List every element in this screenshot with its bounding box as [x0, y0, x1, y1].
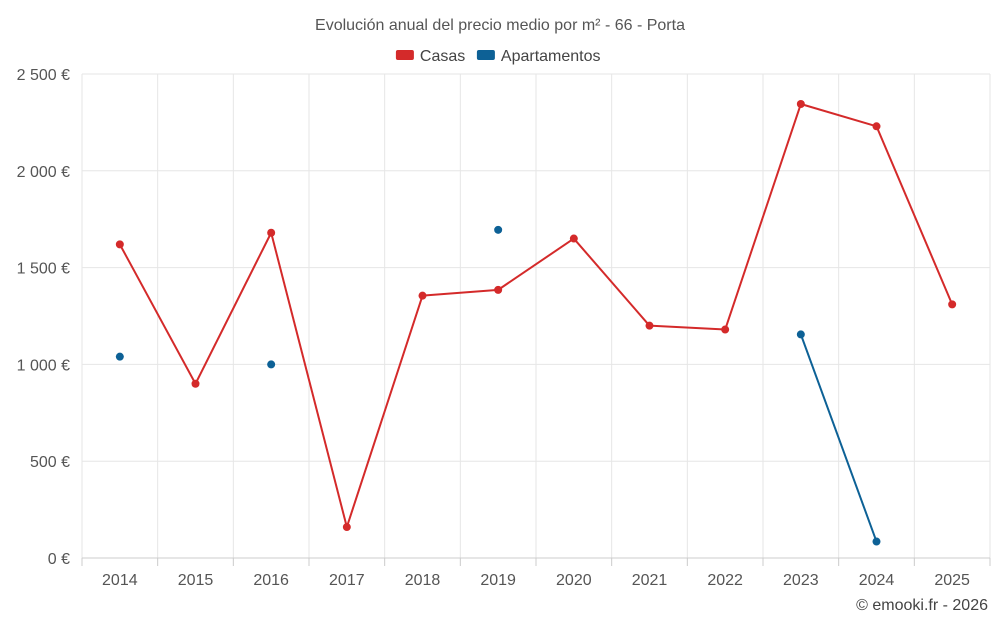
- data-point[interactable]: [267, 360, 276, 369]
- y-tick-label: 1 000 €: [17, 357, 70, 374]
- series-line-segment: [118, 243, 197, 385]
- y-tick-label: 1 500 €: [17, 261, 70, 278]
- series-line-segment: [799, 334, 878, 542]
- x-tick-label: 2019: [480, 572, 516, 589]
- series-line-segment: [345, 295, 424, 528]
- series-line-segment: [724, 103, 802, 330]
- data-point[interactable]: [418, 291, 427, 300]
- x-tick-label: 2024: [859, 572, 895, 589]
- series-line-segment: [270, 232, 348, 528]
- series: [115, 100, 957, 546]
- data-point[interactable]: [267, 228, 276, 237]
- legend-label: Apartamentos: [501, 48, 601, 65]
- legend-label: Casas: [420, 48, 465, 65]
- legend-swatch: [476, 50, 495, 60]
- data-point[interactable]: [494, 285, 503, 294]
- legend-item-casas[interactable]: Casas: [395, 48, 465, 65]
- series-casas: [115, 100, 957, 532]
- data-point[interactable]: [645, 321, 654, 330]
- x-tick-label: 2015: [178, 572, 214, 589]
- series-apartamentos: [115, 225, 881, 546]
- legend-swatch: [395, 50, 414, 60]
- data-point[interactable]: [948, 300, 957, 309]
- x-tick-label: 2023: [783, 572, 819, 589]
- data-point[interactable]: [872, 537, 881, 546]
- series-line-segment: [573, 237, 651, 327]
- series-line-segment: [800, 103, 877, 128]
- x-tick-label: 2021: [632, 572, 668, 589]
- data-point[interactable]: [872, 122, 881, 131]
- grid: [81, 73, 991, 558]
- data-point[interactable]: [796, 330, 805, 339]
- series-line-segment: [422, 288, 499, 297]
- y-tick-label: 0 €: [48, 551, 70, 568]
- x-tick-label: 2020: [556, 572, 592, 589]
- data-point[interactable]: [191, 379, 200, 388]
- x-tick-label: 2014: [102, 572, 138, 589]
- data-point[interactable]: [115, 352, 124, 361]
- data-point[interactable]: [342, 523, 351, 532]
- y-tick-label: 2 000 €: [17, 164, 70, 181]
- series-line-segment: [875, 125, 954, 305]
- series-line-segment: [497, 237, 575, 291]
- axes: 0 € 500 € 1 000 € 1 500 € 2 000 € 2 500 € 2014…: [17, 67, 991, 589]
- data-point[interactable]: [115, 240, 124, 249]
- series-line-segment: [194, 232, 273, 385]
- x-tick-label: 2017: [329, 572, 365, 589]
- series-line-segment: [649, 324, 726, 331]
- x-tick-label: 2016: [253, 572, 289, 589]
- chart-title: Evolución anual del precio medio por m² …: [315, 17, 685, 34]
- data-point[interactable]: [494, 225, 503, 234]
- x-tick-label: 2025: [934, 572, 970, 589]
- x-tick-label: 2018: [405, 572, 441, 589]
- y-tick-label: 2 500 €: [17, 67, 70, 84]
- legend-item-apartamentos[interactable]: Apartamentos: [476, 48, 601, 65]
- data-point[interactable]: [796, 100, 805, 109]
- credit-text: © emooki.fr - 2026: [856, 597, 988, 614]
- y-tick-label: 500 €: [30, 454, 70, 471]
- legend: Casas Apartamentos: [395, 48, 601, 65]
- x-tick-label: 2022: [707, 572, 743, 589]
- data-point[interactable]: [721, 325, 730, 334]
- data-point[interactable]: [569, 234, 578, 243]
